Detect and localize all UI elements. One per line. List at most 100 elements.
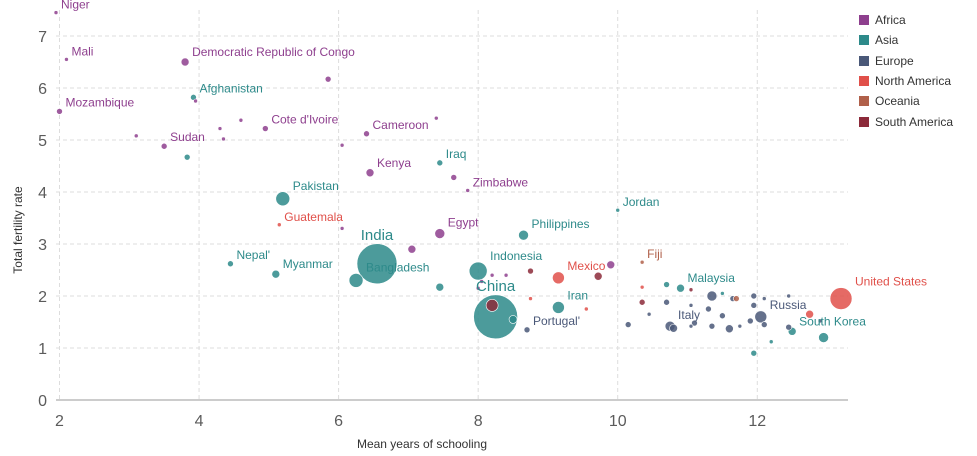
data-point <box>663 298 670 306</box>
data-point <box>719 312 726 320</box>
data-point <box>489 272 495 278</box>
data-point <box>324 75 332 83</box>
data-point <box>238 117 244 123</box>
data-point <box>435 282 445 292</box>
legend-swatch <box>859 116 869 127</box>
y-tick-label: 7 <box>38 29 47 46</box>
data-point <box>407 244 417 254</box>
data-point <box>473 294 518 340</box>
data-point <box>275 191 291 207</box>
x-tick-label: 2 <box>55 413 64 430</box>
point-label: Mozambique <box>65 95 134 109</box>
data-point <box>339 226 345 231</box>
legend-swatch <box>859 35 869 46</box>
legend-swatch <box>859 76 869 87</box>
legend-swatch <box>859 15 869 26</box>
data-point <box>503 272 509 278</box>
y-tick-label: 2 <box>38 289 47 306</box>
point-label: South Korea <box>799 314 866 328</box>
data-point <box>688 303 694 308</box>
point-label: Fiji <box>647 247 662 261</box>
point-label: Mexico <box>567 259 605 273</box>
data-point <box>552 301 565 314</box>
point-label: Guatemala <box>284 210 343 224</box>
data-point <box>639 259 645 265</box>
data-point <box>339 142 345 148</box>
data-point <box>725 324 734 334</box>
legend-item[interactable]: Europe <box>859 51 953 71</box>
data-point <box>817 318 823 324</box>
data-point <box>624 321 632 328</box>
data-point <box>584 306 589 312</box>
data-point <box>436 159 444 167</box>
point-label: Iraq <box>446 147 467 161</box>
y-axis-title: Total fertility rate <box>11 186 25 274</box>
data-point <box>450 174 458 181</box>
data-point <box>720 291 725 296</box>
data-point <box>760 321 768 328</box>
data-point <box>262 125 269 132</box>
data-point <box>56 108 63 115</box>
point-label: Myanmar <box>283 257 333 271</box>
y-tick-label: 0 <box>38 393 47 410</box>
y-tick-label: 5 <box>38 133 47 150</box>
data-point <box>593 271 603 281</box>
data-point <box>761 296 767 301</box>
data-point <box>217 126 223 131</box>
legend-item[interactable]: North America <box>859 71 953 91</box>
legend-item[interactable]: South America <box>859 111 953 131</box>
data-point <box>615 207 621 213</box>
y-tick-label: 4 <box>38 185 47 202</box>
data-point <box>363 130 370 138</box>
legend-item[interactable]: Africa <box>859 10 953 30</box>
x-tick-label: 8 <box>474 413 483 430</box>
point-label: Cameroon <box>373 118 429 132</box>
data-point <box>688 323 694 329</box>
data-point <box>706 290 718 302</box>
data-point <box>64 57 69 62</box>
data-point <box>733 295 740 302</box>
data-point <box>754 310 768 324</box>
point-label: Iran <box>567 288 588 302</box>
point-label: Mali <box>71 44 93 58</box>
legend-item[interactable]: Oceania <box>859 91 953 111</box>
data-point <box>528 296 533 301</box>
data-point <box>479 279 484 284</box>
point-label: Pakistan <box>293 179 339 193</box>
point-label: Russia <box>770 298 807 312</box>
point-label: Bangladesh <box>366 260 429 274</box>
data-point <box>750 349 758 357</box>
y-tick-label: 1 <box>38 341 47 358</box>
point-label: Kenya <box>377 156 411 170</box>
x-tick-label: 4 <box>195 413 204 430</box>
point-label: Philippines <box>532 217 590 231</box>
data-point <box>750 292 758 300</box>
x-tick-label: 10 <box>609 413 627 430</box>
point-label: Niger <box>61 0 90 12</box>
legend-label: North America <box>875 74 952 89</box>
x-tick-label: 6 <box>334 413 343 430</box>
data-point <box>818 332 829 343</box>
data-point <box>53 10 59 15</box>
data-point <box>465 188 471 193</box>
legend-label: Africa <box>875 13 906 28</box>
data-point <box>606 260 616 270</box>
legend-swatch <box>859 96 869 107</box>
point-label: Malaysia <box>688 271 736 285</box>
point-label: Jordan <box>623 195 660 209</box>
data-point <box>785 323 792 331</box>
point-label: Nepal' <box>236 248 270 262</box>
data-point <box>518 229 529 241</box>
point-label: United States <box>855 275 927 289</box>
data-point <box>348 273 364 288</box>
data-point <box>271 269 281 279</box>
data-point <box>434 228 446 239</box>
legend-item[interactable]: Asia <box>859 30 953 50</box>
data-point <box>688 287 694 293</box>
data-point <box>646 311 652 317</box>
data-point <box>691 319 698 327</box>
data-point <box>523 326 531 334</box>
data-point <box>160 142 168 150</box>
y-tick-label: 6 <box>38 81 47 98</box>
